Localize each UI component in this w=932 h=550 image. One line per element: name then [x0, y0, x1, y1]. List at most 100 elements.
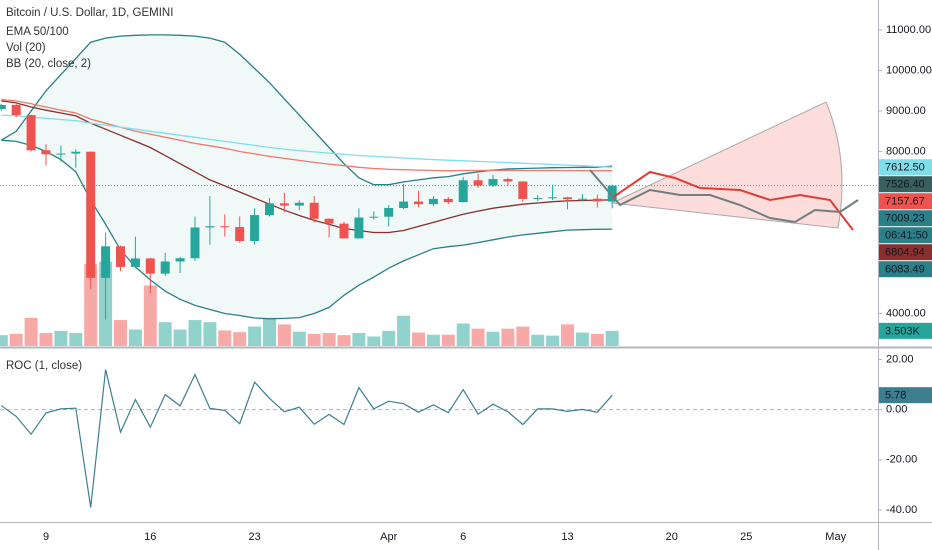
- volume-bar: [337, 335, 351, 346]
- bb-upper: [0, 34, 613, 186]
- y-tick-label: 11000.00: [886, 24, 931, 36]
- price-badge-label: 7009.23: [885, 213, 925, 225]
- candle-body: [205, 226, 215, 228]
- candle-body: [339, 223, 349, 239]
- volume-bar: [367, 336, 381, 346]
- roc-badge-label: 5.78: [885, 390, 906, 402]
- candle-body: [294, 202, 304, 206]
- volume-bar: [382, 330, 396, 346]
- volume-bar: [277, 324, 291, 346]
- projection-line: [611, 170, 854, 231]
- candle-body: [250, 215, 260, 242]
- legend-entry: BB (20, close, 2): [6, 58, 91, 70]
- candle-body: [458, 180, 468, 203]
- volume-bar: [24, 317, 38, 346]
- price-badge: [879, 244, 932, 261]
- x-tick-label: Apr: [380, 531, 397, 543]
- legend-entry: EMA 50/100: [6, 26, 69, 38]
- price-badge: [879, 159, 932, 176]
- projection-drawing: [589, 101, 859, 231]
- volume-bar: [173, 329, 187, 346]
- candle-body: [354, 217, 364, 239]
- candle-body: [71, 151, 81, 154]
- volume-bar: [143, 285, 157, 346]
- y-tick-label: 9000.00: [886, 105, 926, 117]
- candle-body: [548, 197, 558, 199]
- volume-bar: [322, 333, 336, 346]
- candle-body: [0, 104, 6, 109]
- bb-fill: [1, 34, 613, 319]
- y-tick-label: 10000.00: [886, 64, 932, 76]
- volume-bar: [501, 328, 515, 346]
- candle-body: [518, 181, 528, 199]
- volume-bar: [292, 331, 306, 346]
- y-tick-label: 8000.00: [886, 145, 926, 157]
- price-badge-label: 7612.50: [885, 162, 925, 174]
- bb-basis: [1, 100, 613, 234]
- candle-body: [399, 201, 409, 209]
- x-tick-label: 13: [561, 531, 573, 543]
- x-tick-label: 23: [248, 531, 260, 543]
- roc-badge: [879, 387, 932, 404]
- volume-bar: [0, 335, 8, 346]
- price-badge-label: 7157.67: [885, 196, 925, 208]
- volume-bar: [69, 333, 83, 346]
- candle-body: [563, 197, 572, 200]
- volume-bar: [248, 326, 262, 346]
- price-badge-label: 6804.94: [885, 247, 925, 259]
- x-tick-label: 20: [666, 531, 678, 543]
- volume-bar: [412, 332, 425, 346]
- price-badge: [879, 176, 932, 193]
- volume-bar: [590, 333, 604, 346]
- volume-bar: [54, 330, 68, 346]
- candle-body: [11, 104, 21, 116]
- candle-body: [414, 201, 423, 205]
- candle-body: [190, 227, 200, 259]
- volume-bar: [188, 320, 202, 346]
- roc-line: [0, 369, 613, 508]
- ema-line: [1, 99, 613, 172]
- volume-bar: [114, 320, 127, 346]
- volume-bar: [605, 330, 619, 346]
- x-tick-label: 6: [460, 531, 466, 543]
- volume-bar: [546, 335, 560, 346]
- volume-bar: [471, 328, 485, 346]
- candle-body: [592, 198, 602, 202]
- volume-bar: [307, 333, 321, 346]
- volume-bar: [218, 330, 232, 346]
- candle-body: [443, 198, 453, 203]
- volume-bar: [158, 322, 172, 346]
- price-badge: [879, 193, 932, 210]
- volume-bar: [84, 263, 98, 346]
- candle-body: [160, 261, 170, 274]
- x-tick-label: 25: [740, 531, 752, 543]
- candle-body: [309, 202, 319, 219]
- price-badge-label: 06:41:50: [885, 230, 928, 242]
- candle-body: [56, 153, 66, 155]
- candle-body: [279, 203, 289, 206]
- candle-body: [533, 198, 543, 200]
- volume-bar: [397, 315, 411, 346]
- candle-body: [577, 198, 587, 200]
- price-badge: [879, 227, 932, 244]
- ema-line: [1, 114, 613, 168]
- volume-bar: [233, 332, 247, 346]
- price-badge: [879, 261, 932, 278]
- candle-body: [265, 203, 274, 216]
- roc-pane: [0, 369, 878, 508]
- candle-body: [145, 258, 155, 274]
- volume-bar: [456, 323, 470, 346]
- y-tick-label: 4000.00: [886, 307, 926, 319]
- y-tick-label: 0.00: [886, 404, 907, 416]
- candle-body: [488, 179, 498, 186]
- legend-entry: Vol (20): [6, 42, 46, 54]
- volume-bar: [9, 333, 23, 346]
- volume-bar: [486, 331, 500, 346]
- y-tick-label: -40.00: [886, 504, 917, 516]
- price-badge-label: 7526.40: [885, 179, 925, 191]
- price-pane: [0, 34, 878, 346]
- candle-body: [607, 185, 617, 202]
- candle-body: [473, 180, 483, 186]
